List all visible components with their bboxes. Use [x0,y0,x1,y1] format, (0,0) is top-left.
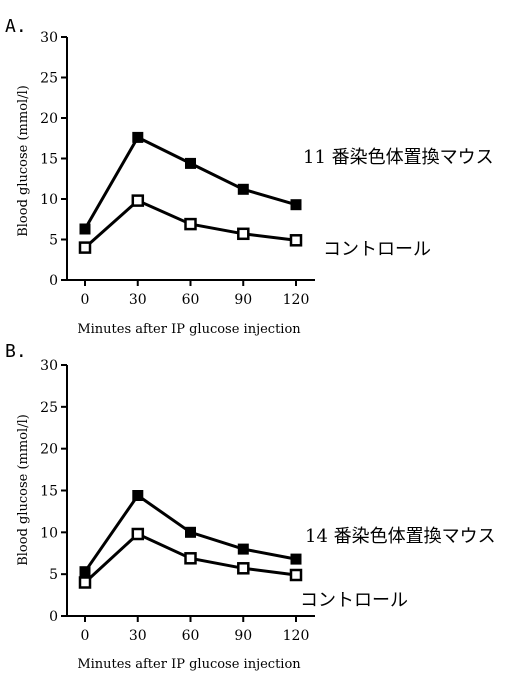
panel-b-x-tick-label: 30 [129,628,147,644]
panel-b-series-1-point [237,562,250,575]
panel-a-series-1-point [131,194,145,207]
panel-a-series-1-point [289,234,303,247]
panel-b-label: B. [5,341,27,362]
panel-b-series-0-point [132,490,144,501]
panel-a-series-1-point [237,227,250,241]
panel-a-series-label-substitution: 11 番染色体置換マウス [303,147,494,168]
panel-b-series-1-point [184,552,197,565]
panel-b-y-axis-title: Blood glucose (mmol/l) [16,414,31,566]
panel-b-series-0-point [79,566,91,578]
panel-a-series-0-point [132,131,144,143]
panel-a-y-tick-label: 15 [40,152,58,168]
panel-b-y-tick-label: 25 [40,400,58,416]
panel-a-series-0-point [290,199,302,211]
panel-a-y-tick-label: 20 [40,111,58,127]
panel-b: B. Blood glucose (mmol/l) Minutes after … [5,341,496,672]
panel-a-series-0-point [237,183,249,195]
panel-a-y-tick-label: 10 [40,192,58,208]
panel-a-series-0-line [83,135,297,230]
panel-b-series-0-point [290,553,302,565]
panel-a-x-axis-title: Minutes after IP glucose injection [77,322,301,337]
panel-b-series-1-point [131,527,145,541]
panel-a-series-0-point [79,223,91,235]
panel-b-series-label-substitution: 14 番染色体置換マウス [305,526,496,547]
panel-b-x-tick-label: 120 [283,628,310,644]
panel-a-x-tick-label: 90 [234,292,252,308]
panel-a-label: A. [5,16,27,37]
panel-b-x-tick-label: 90 [234,628,252,644]
panel-b-series-1-point [78,576,92,589]
panel-b-x-axis-title: Minutes after IP glucose injection [77,657,301,672]
panel-b-x-tick-label: 60 [182,628,200,644]
panel-a-y-tick-label: 25 [40,71,58,87]
panel-b-y-tick-label: 10 [40,525,58,541]
panel-a-y-tick-label: 30 [40,30,58,46]
panel-b-series-label-control: コントロール [300,590,408,611]
panel-b-series-1-point [289,568,303,582]
panel-b-y-tick-label: 15 [40,484,58,500]
panel-a-x-tick-label: 0 [81,292,90,308]
panel-b-series-0-point [237,543,249,555]
panel-b-y-tick-label: 30 [40,358,58,374]
panel-b-series-0-point [185,526,196,538]
panel-a-y-axis-title: Blood glucose (mmol/l) [16,85,31,237]
panel-a-y-tick-label: 5 [49,233,58,249]
panel-a-x-tick-label: 120 [283,292,310,308]
panel-b-x-tick-label: 0 [81,628,90,644]
panel-a: A. Blood glucose (mmol/l) Minutes after … [5,16,494,337]
panel-a-x-tick-label: 30 [129,292,147,308]
panel-a-series-1-point [184,217,197,231]
panel-b-y-tick-label: 20 [40,442,58,458]
panel-a-y-tick-label: 0 [49,273,58,289]
panel-b-y-tick-label: 5 [49,567,58,583]
panel-a-x-tick-label: 60 [182,292,200,308]
panel-a-series-0-point [185,157,196,169]
panel-b-y-tick-label: 0 [49,609,58,625]
panel-a-series-1-point [78,241,92,254]
panel-a-series-label-control: コントロール [323,239,431,260]
